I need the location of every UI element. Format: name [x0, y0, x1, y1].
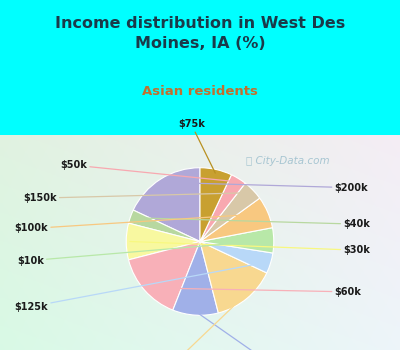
Text: Income distribution in West Des
Moines, IA (%): Income distribution in West Des Moines, …: [55, 16, 345, 51]
Text: $200k: $200k: [162, 182, 368, 193]
Wedge shape: [200, 183, 260, 242]
Text: ⓘ City-Data.com: ⓘ City-Data.com: [246, 156, 330, 166]
Wedge shape: [200, 168, 232, 242]
Wedge shape: [173, 241, 218, 315]
Text: $40k: $40k: [134, 218, 370, 229]
Wedge shape: [133, 168, 200, 242]
Text: $30k: $30k: [130, 241, 370, 255]
Text: $150k: $150k: [23, 193, 250, 203]
Text: $75k: $75k: [178, 119, 215, 173]
Wedge shape: [128, 241, 200, 310]
Text: $10k: $10k: [17, 240, 270, 266]
Text: $20k: $20k: [156, 295, 245, 350]
Wedge shape: [200, 198, 272, 242]
Text: > $200k: > $200k: [196, 312, 292, 350]
Wedge shape: [128, 210, 200, 242]
Text: $100k: $100k: [14, 214, 264, 233]
Text: $125k: $125k: [14, 262, 267, 312]
Wedge shape: [200, 175, 245, 242]
Wedge shape: [200, 228, 274, 253]
Text: $50k: $50k: [60, 160, 237, 182]
Wedge shape: [200, 241, 273, 273]
Text: $60k: $60k: [148, 287, 362, 297]
Wedge shape: [200, 241, 267, 313]
Wedge shape: [126, 223, 200, 260]
Text: Asian residents: Asian residents: [142, 85, 258, 98]
